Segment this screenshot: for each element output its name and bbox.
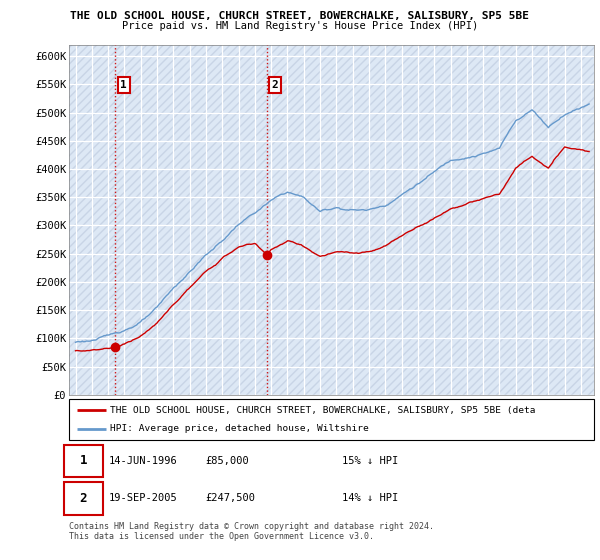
Text: 2: 2 <box>272 80 278 90</box>
Text: 19-SEP-2005: 19-SEP-2005 <box>109 493 177 503</box>
Text: 2: 2 <box>80 492 87 505</box>
Text: £85,000: £85,000 <box>205 456 249 465</box>
Text: £247,500: £247,500 <box>205 493 256 503</box>
Text: Price paid vs. HM Land Registry's House Price Index (HPI): Price paid vs. HM Land Registry's House … <box>122 21 478 31</box>
Text: 14-JUN-1996: 14-JUN-1996 <box>109 456 177 465</box>
Text: THE OLD SCHOOL HOUSE, CHURCH STREET, BOWERCHALKE, SALISBURY, SP5 5BE: THE OLD SCHOOL HOUSE, CHURCH STREET, BOW… <box>71 11 530 21</box>
Text: HPI: Average price, detached house, Wiltshire: HPI: Average price, detached house, Wilt… <box>110 424 368 433</box>
FancyBboxPatch shape <box>64 482 103 515</box>
Text: THE OLD SCHOOL HOUSE, CHURCH STREET, BOWERCHALKE, SALISBURY, SP5 5BE (deta: THE OLD SCHOOL HOUSE, CHURCH STREET, BOW… <box>110 405 535 414</box>
Text: 15% ↓ HPI: 15% ↓ HPI <box>342 456 398 465</box>
Text: 1: 1 <box>80 454 87 467</box>
FancyBboxPatch shape <box>64 445 103 477</box>
Text: Contains HM Land Registry data © Crown copyright and database right 2024.
This d: Contains HM Land Registry data © Crown c… <box>69 522 434 542</box>
Text: 1: 1 <box>121 80 127 90</box>
Text: 14% ↓ HPI: 14% ↓ HPI <box>342 493 398 503</box>
